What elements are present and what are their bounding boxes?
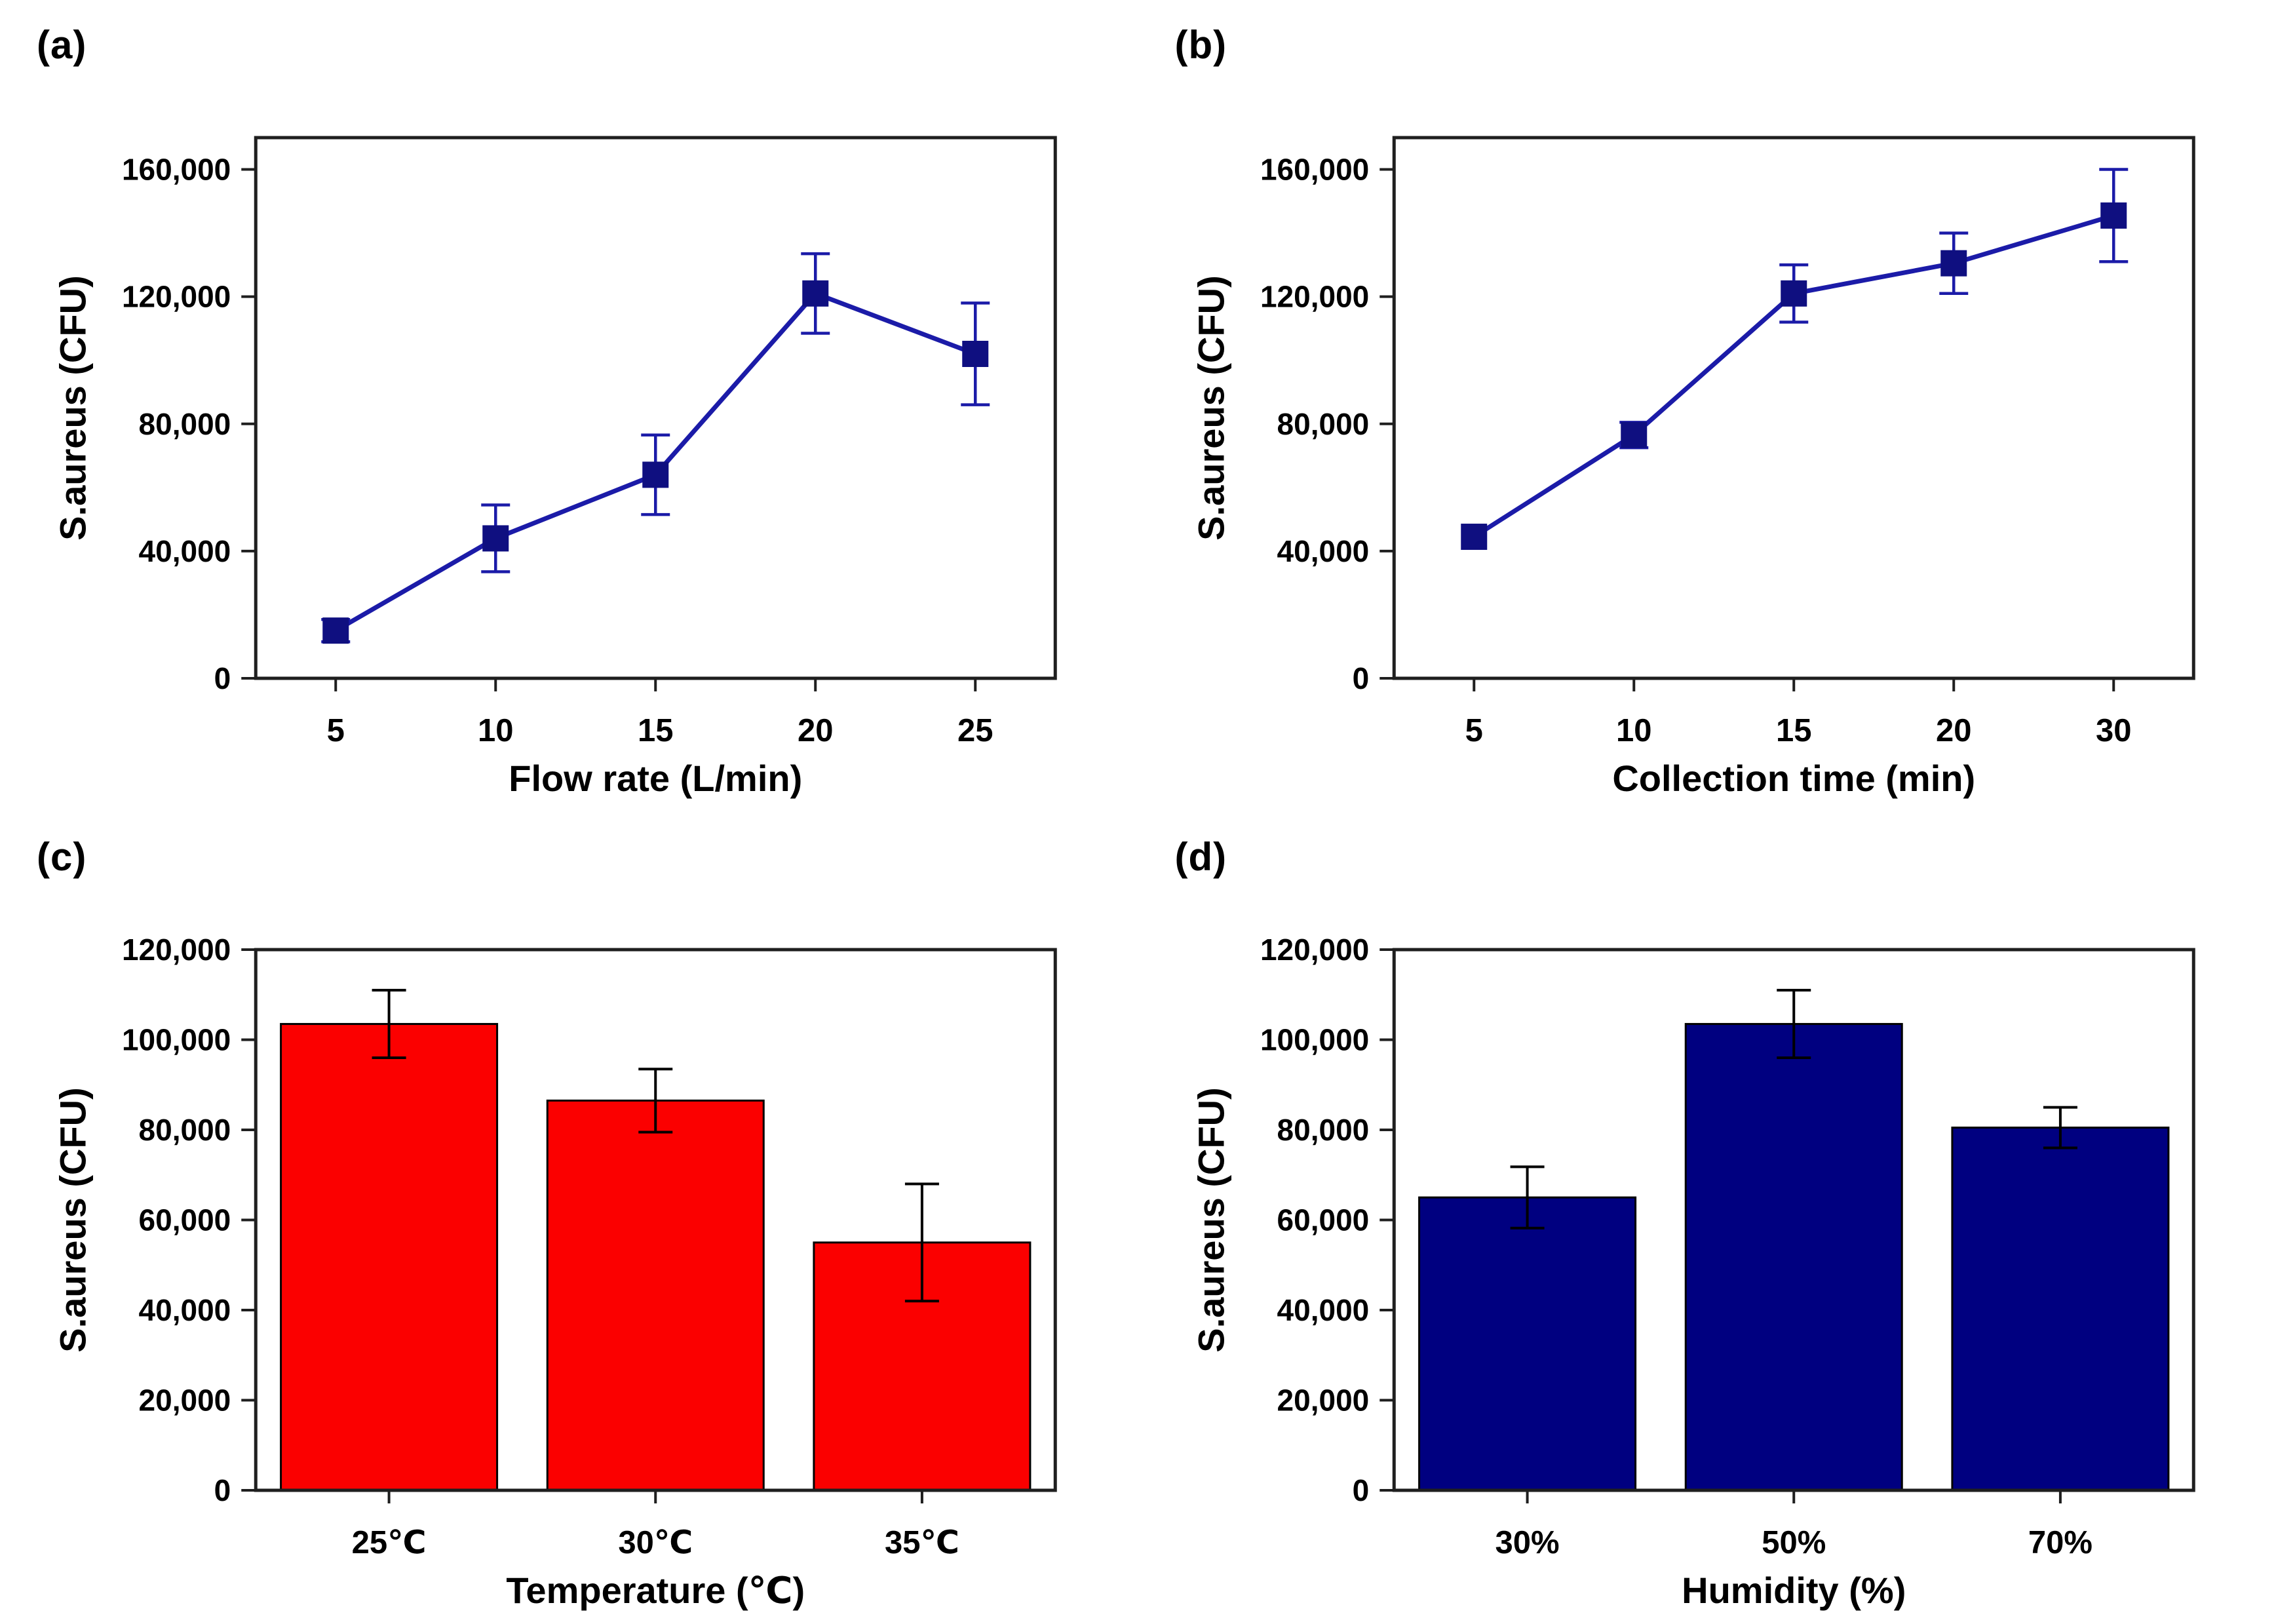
y-tick-label: 120,000: [1260, 280, 1368, 314]
panel-a-chart: 0 40,000 80,000 120,000 160,000 5 10 15 20 25 Flow…: [52, 136, 1057, 799]
marker: [642, 461, 669, 488]
axis-titles: Collection time (min) S.aureus (CFU): [1190, 275, 1975, 799]
y-tick-label: 120,000: [122, 933, 231, 967]
axis-titles: Temperature (℃) S.aureus (CFU): [52, 1087, 805, 1611]
marker: [1460, 524, 1487, 551]
x-tick-label: 30: [2095, 713, 2131, 748]
panel-d: (d) 0 20,000 40,000 60,000 80,000 100,000 120,…: [1138, 812, 2276, 1624]
bar-series: [1418, 1022, 2169, 1492]
y-tick-label: 0: [214, 1473, 231, 1507]
panel-c-chart: 0 20,000 40,000 60,000 80,000 100,000 120,000 2…: [52, 933, 1057, 1611]
y-axis-title: S.aureus (CFU): [52, 1087, 93, 1353]
y-axis: 0 20,000 40,000 60,000 80,000 100,000 120,000: [122, 933, 256, 1507]
plot-frame: [1392, 136, 2195, 680]
panel-b: (b) 0 40,000 80,000 120,000 160,000 5 10 15 20 30…: [1138, 0, 2276, 812]
panel-c: (c) 0 20,000 40,000 60,000 80,000 100,000 120,…: [0, 812, 1138, 1624]
y-axis: 0 20,000 40,000 60,000 80,000 100,000 120,000: [1260, 933, 1394, 1507]
x-axis: 30% 50% 70%: [1495, 1490, 2092, 1560]
x-tick-label: 25℃: [352, 1525, 427, 1560]
panel-c-letter: (c): [37, 835, 87, 879]
y-tick-label: 160,000: [122, 153, 231, 187]
x-tick-label: 30%: [1495, 1525, 1559, 1560]
axis-titles: Flow rate (L/min) S.aureus (CFU): [52, 275, 802, 799]
panel-b-letter: (b): [1174, 23, 1227, 67]
y-tick-label: 20,000: [139, 1383, 231, 1418]
marker: [1780, 280, 1807, 307]
x-tick-label: 20: [798, 713, 834, 748]
bar: [546, 1099, 765, 1492]
y-tick-label: 80,000: [1277, 1113, 1369, 1147]
x-tick-label: 10: [478, 713, 514, 748]
x-axis: 5 10 15 20 30: [1465, 678, 2131, 748]
x-tick-label: 50%: [1762, 1525, 1826, 1560]
error-bars: [1619, 168, 2128, 450]
x-tick-label: 20: [1935, 713, 1971, 748]
y-tick-label: 80,000: [1277, 407, 1369, 441]
y-tick-label: 40,000: [1277, 534, 1369, 568]
x-tick-label: 25: [957, 713, 993, 748]
bar: [1684, 1022, 1903, 1492]
marker: [1620, 421, 1647, 448]
x-axis: 5 10 15 20 25: [327, 678, 993, 748]
marker: [482, 525, 509, 552]
y-tick-label: 160,000: [1260, 153, 1368, 187]
panel-a: (a) 0 40,000 80,000 120,000 160,000 5 10 15 20 25…: [0, 0, 1138, 812]
y-tick-label: 80,000: [139, 407, 231, 441]
markers: [322, 280, 989, 644]
y-axis: 0 40,000 80,000 120,000 160,000: [122, 153, 256, 695]
x-axis-title: Temperature (℃): [506, 1570, 805, 1611]
y-axis-title: S.aureus (CFU): [1190, 1087, 1231, 1353]
panel-d-chart: 0 20,000 40,000 60,000 80,000 100,000 120,000 3…: [1190, 933, 2195, 1611]
x-tick-label: 35℃: [885, 1525, 959, 1560]
y-axis-title: S.aureus (CFU): [52, 275, 93, 541]
error-bars: [372, 988, 939, 1303]
y-tick-label: 40,000: [1277, 1293, 1369, 1327]
bar-series: [280, 1022, 1032, 1492]
y-tick-label: 20,000: [1277, 1383, 1369, 1418]
bar: [1418, 1196, 1636, 1492]
y-tick-label: 0: [214, 661, 231, 695]
x-axis-title: Flow rate (L/min): [509, 758, 802, 799]
x-tick-label: 5: [327, 713, 345, 748]
y-tick-label: 40,000: [139, 1293, 231, 1327]
error-bars: [1510, 988, 2077, 1229]
x-tick-label: 15: [638, 713, 674, 748]
x-tick-label: 30℃: [618, 1525, 693, 1560]
bar: [280, 1022, 499, 1492]
x-tick-label: 70%: [2028, 1525, 2092, 1560]
y-tick-label: 120,000: [122, 280, 231, 314]
bar: [1950, 1127, 2169, 1492]
marker: [1940, 250, 1967, 277]
y-tick-label: 40,000: [139, 534, 231, 568]
y-tick-label: 80,000: [139, 1113, 231, 1147]
panel-a-letter: (a): [37, 23, 87, 67]
plot-frame: [1392, 948, 2195, 1492]
axis-titles: Humidity (%) S.aureus (CFU): [1190, 1087, 1906, 1611]
marker: [2100, 202, 2127, 229]
x-tick-label: 15: [1775, 713, 1811, 748]
marker: [962, 341, 989, 367]
panel-d-letter: (d): [1174, 835, 1227, 879]
x-tick-label: 10: [1615, 713, 1651, 748]
y-tick-label: 60,000: [1277, 1203, 1369, 1237]
y-tick-label: 60,000: [139, 1203, 231, 1237]
x-tick-label: 5: [1465, 713, 1482, 748]
y-tick-label: 0: [1352, 661, 1369, 695]
y-tick-label: 100,000: [122, 1023, 231, 1057]
marker: [802, 280, 829, 307]
x-axis-title: Collection time (min): [1612, 758, 1975, 799]
panel-b-chart: 0 40,000 80,000 120,000 160,000 5 10 15 20 30 Coll…: [1190, 136, 2195, 799]
markers: [1460, 202, 2127, 551]
y-axis: 0 40,000 80,000 120,000 160,000: [1260, 153, 1394, 695]
plot-frame: [254, 948, 1057, 1492]
plot-frame: [254, 136, 1057, 680]
marker: [322, 617, 349, 644]
y-tick-label: 100,000: [1260, 1023, 1368, 1057]
y-tick-label: 120,000: [1260, 933, 1368, 967]
x-axis-title: Humidity (%): [1682, 1570, 1906, 1611]
y-tick-label: 0: [1352, 1473, 1369, 1507]
x-axis: 25℃ 30℃ 35℃: [352, 1490, 959, 1560]
y-axis-title: S.aureus (CFU): [1190, 275, 1231, 541]
